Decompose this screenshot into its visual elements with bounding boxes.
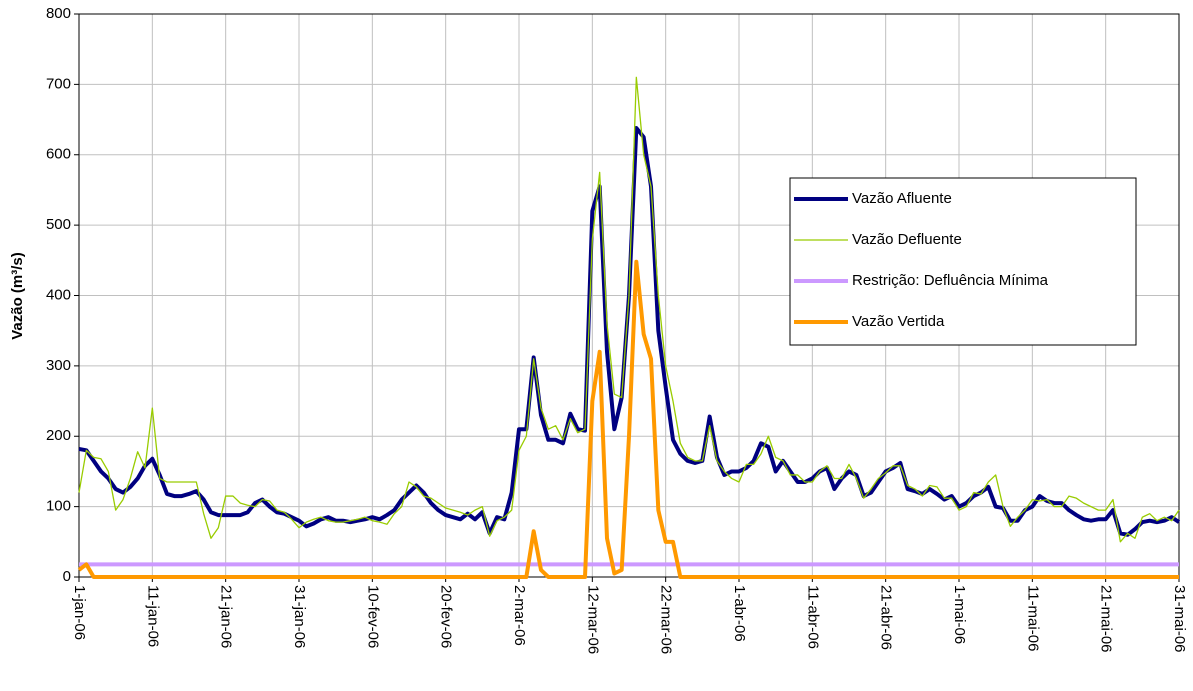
y-tick-label: 200 [46,427,71,444]
x-tick-label: 22-mar-06 [658,585,675,654]
series-line [78,76,1180,543]
legend-label: Vazão Afluente [852,190,952,207]
plot-border [78,13,1180,578]
legend-label: Vazão Defluente [852,231,962,248]
y-tick-label: 700 [46,75,71,92]
y-axis-label: Vazão (m³/s) [9,252,26,340]
x-tick-label: 11-jan-06 [144,585,161,647]
x-tick-label: 1-abr-06 [731,585,748,642]
y-tick-label: 500 [46,216,71,233]
y-tick-label: 800 [46,5,71,22]
x-tick-label: 1-mai-06 [951,585,968,644]
legend-label: Vazão Vertida [852,313,945,330]
series-line [77,259,1179,579]
x-tick-label: 31-mai-06 [1171,585,1188,653]
x-tick-label: 21-mai-06 [1098,585,1115,653]
x-tick-label: 10-fev-06 [364,585,381,648]
x-tick-label: 31-jan-06 [291,585,308,648]
y-tick-label: 600 [46,146,71,163]
x-tick-label: 20-fev-06 [438,585,455,648]
x-tick-label: 21-abr-06 [878,585,895,650]
y-tick-label: 300 [46,357,71,374]
legend-box [789,177,1137,346]
y-tick-label: 100 [46,498,71,515]
x-tick-label: 21-jan-06 [218,585,235,648]
x-tick-label: 11-abr-06 [804,585,821,649]
y-tick-label: 400 [46,286,71,303]
x-tick-label: 1-jan-06 [71,585,88,640]
legend-label: Restrição: Defluência Mínima [852,272,1049,289]
x-tick-label: 2-mar-06 [511,585,528,646]
x-tick-label: 11-mai-06 [1024,585,1041,651]
x-tick-label: 12-mar-06 [584,585,601,654]
y-tick-label: 0 [63,568,71,585]
